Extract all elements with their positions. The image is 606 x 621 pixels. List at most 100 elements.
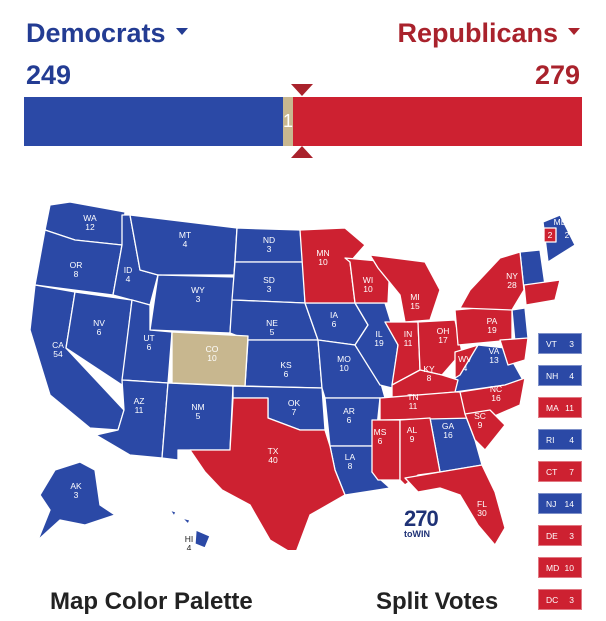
label-AK: AK — [70, 481, 82, 491]
ev-KY: 8 — [427, 373, 432, 383]
label-HI: HI — [185, 534, 194, 544]
state-MT[interactable] — [129, 214, 238, 276]
state-WY[interactable] — [149, 274, 235, 334]
ev-ME-rep: 2 — [548, 230, 553, 240]
state-OH[interactable] — [417, 319, 463, 376]
democrats-dropdown[interactable]: Democrats — [26, 18, 188, 49]
small-state-ct[interactable]: CT 7 — [538, 461, 582, 482]
ev-AK: 3 — [74, 490, 79, 500]
label-WA: WA — [83, 213, 97, 223]
small-state-vt[interactable]: VT 3 — [538, 333, 582, 354]
small-state-nj[interactable]: NJ 14 — [538, 493, 582, 514]
label-VA: VA — [489, 346, 500, 356]
ev-OK: 7 — [292, 407, 297, 417]
label-AR: AR — [343, 406, 355, 416]
ev-MI: 15 — [410, 301, 420, 311]
state-MS[interactable] — [371, 419, 401, 481]
ev-ID: 4 — [126, 274, 131, 284]
label-MT: MT — [179, 230, 191, 240]
label-MN: MN — [316, 248, 329, 258]
ev-MS: 6 — [378, 436, 383, 446]
state-AL[interactable] — [399, 417, 441, 486]
small-state-ma[interactable]: MA 11 — [538, 397, 582, 418]
state-SC[interactable] — [464, 409, 506, 451]
state-NM[interactable] — [161, 382, 234, 461]
small-state-de[interactable]: DE 3 — [538, 525, 582, 546]
state-MD-DE[interactable] — [499, 337, 529, 366]
state-AK[interactable] — [37, 461, 116, 541]
state-PA[interactable] — [454, 304, 513, 346]
label-ND: ND — [263, 235, 275, 245]
ev-WI: 10 — [363, 284, 373, 294]
label-OR: OR — [70, 260, 83, 270]
label-AL: AL — [407, 425, 418, 435]
270-threshold-marker-top — [291, 84, 313, 96]
state-FL[interactable] — [404, 464, 506, 546]
state-CO[interactable] — [171, 331, 249, 387]
label-KY: KY — [423, 364, 435, 374]
democrats-label: Democrats — [26, 18, 166, 48]
democrats-electoral-total: 249 — [26, 60, 72, 90]
ev-NE: 5 — [270, 327, 275, 337]
label-KS: KS — [280, 360, 292, 370]
label-NY: NY — [506, 271, 518, 281]
label-TX: TX — [268, 446, 279, 456]
small-state-nh[interactable]: NH 4 — [538, 365, 582, 386]
small-state-ev: 3 — [569, 338, 574, 349]
chevron-down-icon — [568, 28, 580, 36]
ev-ME-dem: 2 — [565, 230, 570, 240]
state-MI[interactable] — [369, 254, 441, 323]
us-electoral-map: WA 12 OR 8 CA 54 ID 4 NV 6 MT 4 WY 3 UT … — [29, 201, 576, 550]
ev-SC: 9 — [478, 420, 483, 430]
map-color-palette-heading: Map Color Palette — [50, 588, 253, 615]
label-IN: IN — [404, 329, 413, 339]
state-WV[interactable] — [454, 344, 479, 379]
ev-SD: 3 — [267, 284, 272, 294]
ev-MO: 10 — [339, 363, 349, 373]
state-ME[interactable] — [542, 214, 576, 263]
label-PA: PA — [487, 316, 498, 326]
republicans-dropdown[interactable]: Republicans — [397, 18, 580, 49]
label-GA: GA — [442, 421, 455, 431]
small-state-ev: 14 — [564, 498, 574, 509]
label-TN: TN — [407, 392, 418, 402]
republicans-label: Republicans — [397, 18, 558, 48]
ev-MN: 10 — [318, 257, 328, 267]
state-NJ[interactable] — [511, 307, 529, 343]
ev-NC: 16 — [491, 393, 501, 403]
ev-FL: 30 — [477, 508, 487, 518]
label-WY: WY — [191, 285, 205, 295]
label-WI: WI — [363, 275, 373, 285]
small-state-ev: 7 — [569, 466, 574, 477]
state-TX[interactable] — [189, 397, 346, 550]
ev-OR: 8 — [74, 269, 79, 279]
270-threshold-marker-bottom — [291, 146, 313, 158]
chevron-down-icon — [175, 28, 188, 36]
label-WV: WV — [458, 354, 472, 364]
label-MS: MS — [374, 427, 387, 437]
republicans-electoral-total: 279 — [534, 60, 580, 90]
small-state-ev: 4 — [569, 434, 574, 445]
small-state-ev: 10 — [564, 562, 574, 573]
label-MO: MO — [337, 354, 351, 364]
label-LA: LA — [345, 452, 356, 462]
label-CA: CA — [52, 340, 64, 350]
bar-tossup-segment: 1 — [283, 97, 293, 146]
small-state-abbr: CT — [546, 466, 558, 477]
ev-CA: 54 — [53, 349, 63, 359]
state-HI[interactable] — [169, 509, 211, 549]
ev-TN: 11 — [409, 401, 418, 411]
small-state-ev: 4 — [569, 370, 574, 381]
ev-VA: 13 — [489, 355, 499, 365]
ev-NM: 5 — [196, 411, 201, 421]
state-ME-district[interactable] — [543, 227, 557, 243]
small-state-ri[interactable]: RI 4 — [538, 429, 582, 450]
ev-IA: 6 — [332, 319, 337, 329]
small-state-abbr: NJ — [546, 498, 557, 509]
small-state-md[interactable]: MD 10 — [538, 557, 582, 578]
ev-KS: 6 — [284, 369, 289, 379]
logo-suffix: toWIN — [404, 529, 430, 539]
ev-WY: 3 — [196, 294, 201, 304]
ev-IL: 19 — [374, 338, 384, 348]
state-CT-MA[interactable] — [523, 279, 561, 306]
